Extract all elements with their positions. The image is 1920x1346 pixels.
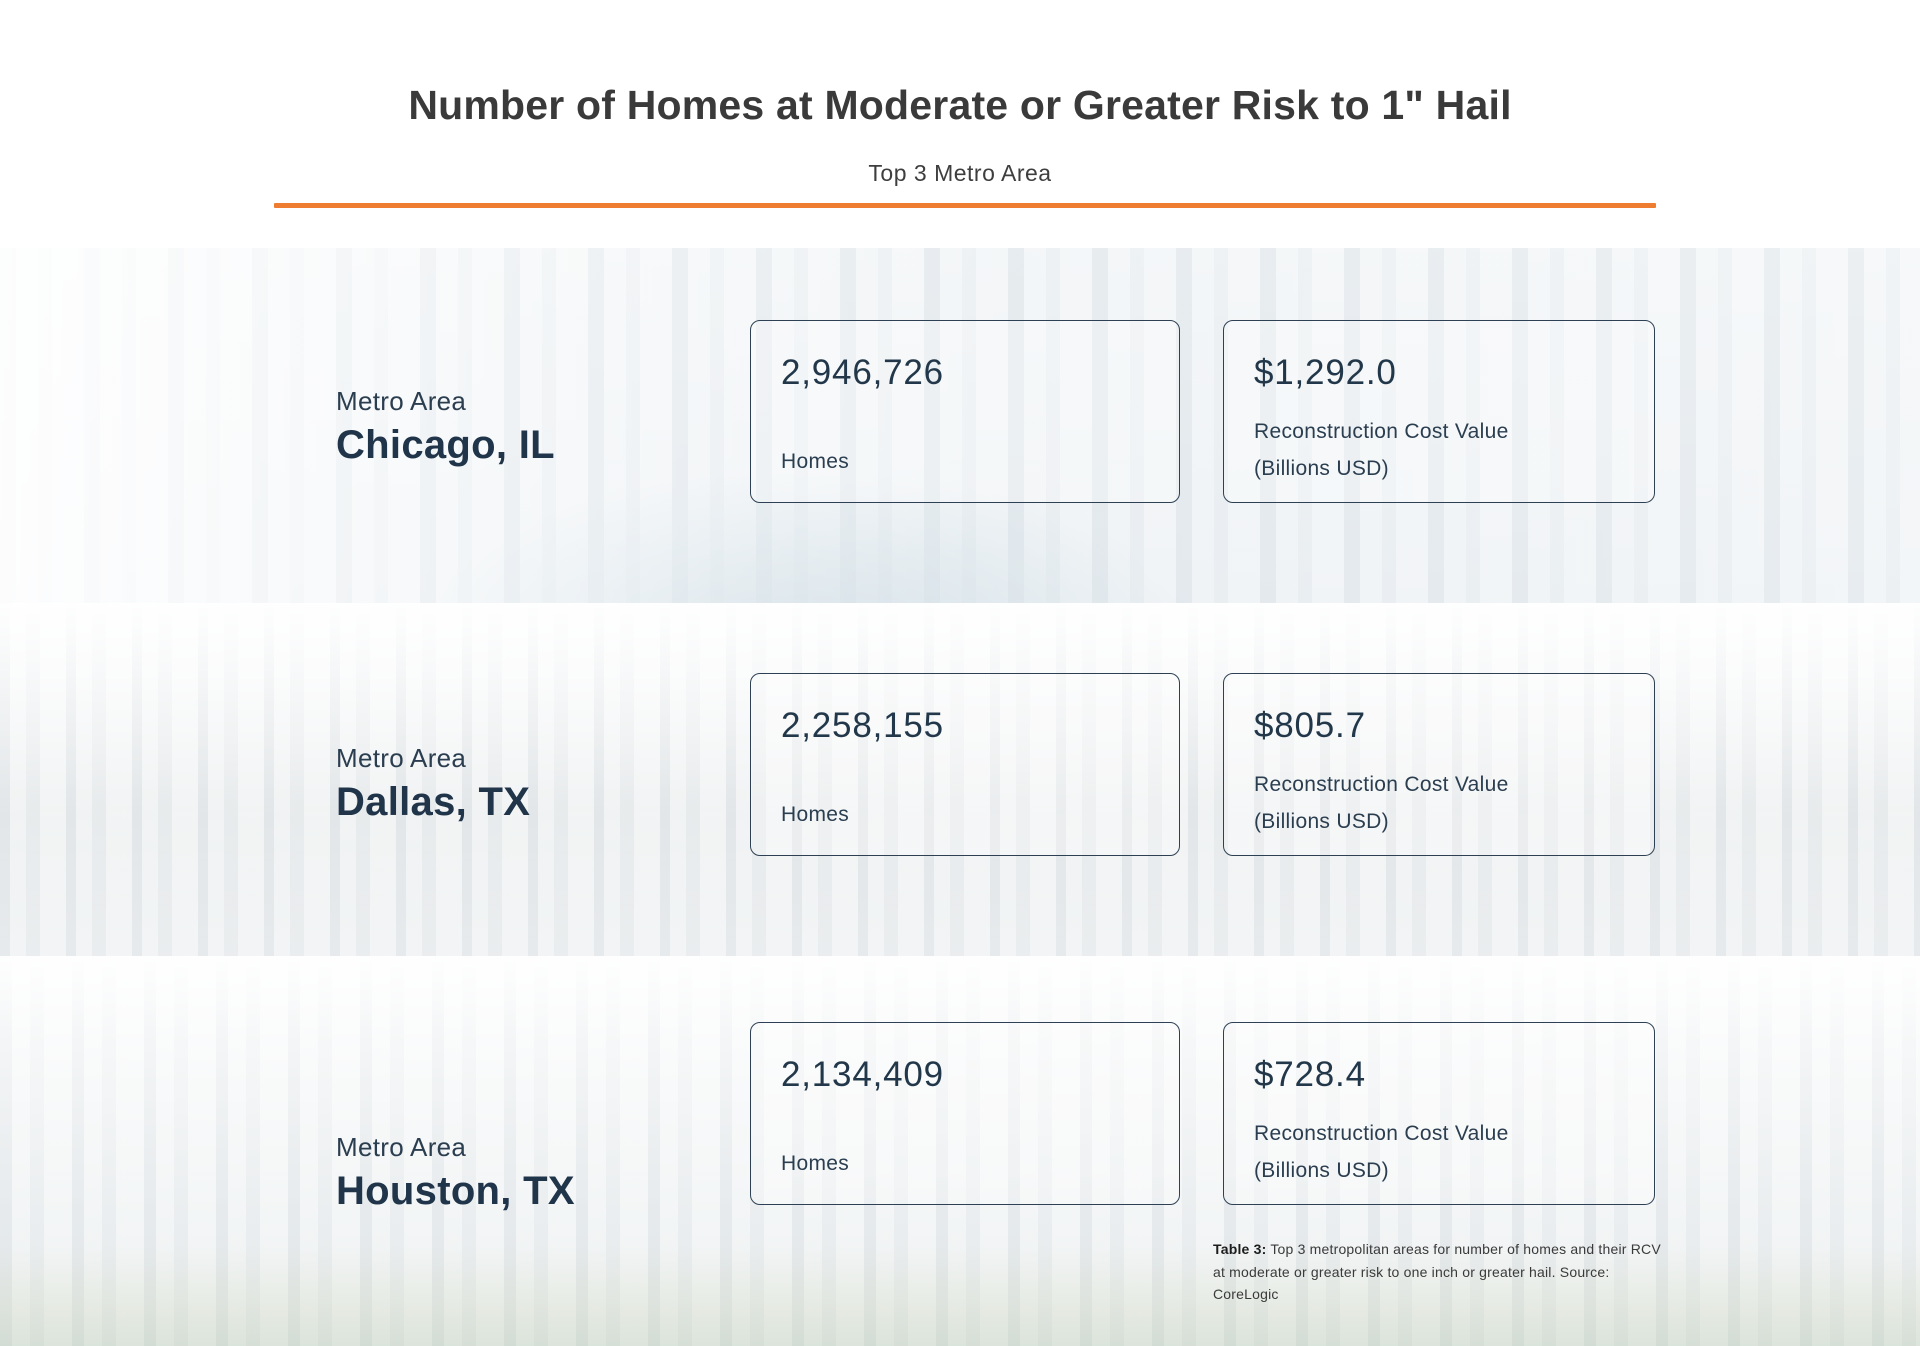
metro-label-block: Metro Area Chicago, IL (336, 386, 555, 468)
rcv-label: Reconstruction Cost Value (Billions USD) (1254, 766, 1624, 840)
rcv-label: Reconstruction Cost Value (Billions USD) (1254, 1115, 1624, 1189)
homes-value: 2,258,155 (781, 706, 944, 745)
homes-card: 2,134,409 Homes (750, 1022, 1180, 1205)
table-footnote: Table 3: Top 3 metropolitan areas for nu… (1213, 1238, 1665, 1306)
homes-card: 2,946,726 Homes (750, 320, 1180, 503)
rcv-label-line1: Reconstruction Cost Value (1254, 420, 1509, 443)
homes-value: 2,134,409 (781, 1055, 944, 1094)
homes-label: Homes (781, 1152, 850, 1175)
title-underline (274, 203, 1656, 208)
rcv-value: $1,292.0 (1254, 353, 1397, 392)
metro-label-block: Metro Area Houston, TX (336, 1132, 575, 1214)
metro-area-label: Metro Area (336, 1132, 467, 1162)
rcv-card: $1,292.0 Reconstruction Cost Value (Bill… (1223, 320, 1655, 503)
homes-label: Homes (781, 803, 850, 826)
metro-area-label: Metro Area (336, 743, 467, 773)
rcv-card: $805.7 Reconstruction Cost Value (Billio… (1223, 673, 1655, 856)
rcv-label-line1: Reconstruction Cost Value (1254, 773, 1509, 796)
page-subtitle: Top 3 Metro Area (868, 160, 1052, 186)
footnote-text: Top 3 metropolitan areas for number of h… (1213, 1241, 1661, 1303)
rcv-value: $728.4 (1254, 1055, 1366, 1094)
metro-name: Chicago, IL (336, 423, 555, 467)
rcv-label-line2: (Billions USD) (1254, 1159, 1389, 1182)
metro-area-label: Metro Area (336, 386, 467, 416)
rcv-card: $728.4 Reconstruction Cost Value (Billio… (1223, 1022, 1655, 1205)
page-title: Number of Homes at Moderate or Greater R… (408, 82, 1512, 128)
metro-row-houston: Metro Area Houston, TX 2,134,409 Homes $… (0, 956, 1920, 1346)
rcv-label-line2: (Billions USD) (1254, 457, 1389, 480)
footnote-label: Table 3: (1213, 1241, 1267, 1257)
metro-name: Houston, TX (336, 1169, 575, 1213)
metro-row-chicago: Metro Area Chicago, IL 2,946,726 Homes $… (0, 248, 1920, 603)
homes-label: Homes (781, 450, 850, 473)
homes-card: 2,258,155 Homes (750, 673, 1180, 856)
rcv-label: Reconstruction Cost Value (Billions USD) (1254, 413, 1624, 487)
rcv-label-line1: Reconstruction Cost Value (1254, 1122, 1509, 1145)
metro-label-block: Metro Area Dallas, TX (336, 743, 530, 825)
rcv-value: $805.7 (1254, 706, 1366, 745)
rcv-label-line2: (Billions USD) (1254, 810, 1389, 833)
metro-row-dallas: Metro Area Dallas, TX 2,258,155 Homes $8… (0, 603, 1920, 956)
homes-value: 2,946,726 (781, 353, 944, 392)
metro-name: Dallas, TX (336, 780, 531, 824)
